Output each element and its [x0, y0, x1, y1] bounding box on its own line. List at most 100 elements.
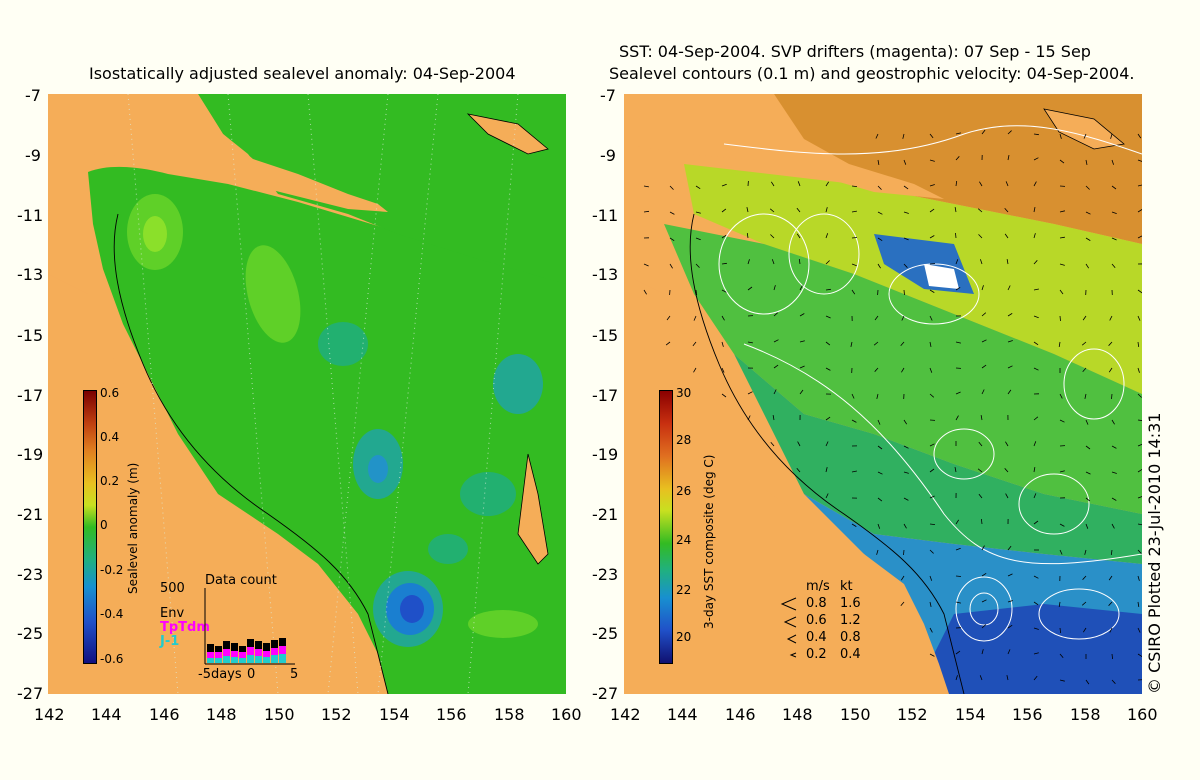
velocity-arrow-0.4	[786, 634, 797, 644]
velocity-legend-ms: 0.6	[806, 613, 827, 628]
velocity-vector	[695, 263, 700, 268]
velocity-vector	[877, 497, 883, 502]
island-2	[517, 453, 549, 565]
velocity-vector	[799, 313, 805, 317]
velocity-legend-ms: 0.2	[806, 647, 827, 662]
png-land	[48, 94, 388, 212]
velocity-vector	[1007, 313, 1013, 317]
velocity-vector	[721, 183, 727, 187]
velocity-vector	[1059, 419, 1065, 423]
sst-colorbar-tick: 30	[676, 386, 692, 400]
velocity-vector	[877, 419, 881, 425]
velocity-vector	[1137, 159, 1142, 162]
data-count-histogram	[207, 638, 286, 663]
velocity-vector	[929, 184, 935, 187]
velocity-vector	[1004, 468, 1009, 473]
velocity-vector	[1082, 367, 1087, 373]
velocity-vector	[977, 208, 983, 213]
velocity-vector	[955, 575, 962, 577]
velocity-vector	[1059, 210, 1065, 213]
velocity-vector	[978, 493, 983, 499]
velocity-vector	[669, 237, 675, 242]
velocity-vector	[1085, 185, 1090, 190]
velocity-vector	[1137, 289, 1142, 294]
velocity-legend-arrows	[780, 597, 797, 658]
velocity-vector	[770, 441, 775, 447]
velocity-vector	[799, 285, 803, 291]
velocity-vector	[1033, 181, 1037, 187]
velocity-vector	[955, 180, 958, 187]
velocity-vector	[1007, 573, 1013, 577]
velocity-vector	[903, 289, 905, 296]
data-count-xlabel: -5days	[198, 667, 242, 682]
velocity-vector	[825, 233, 829, 239]
velocity-vector	[851, 185, 858, 187]
velocity-vector	[747, 391, 753, 395]
velocity-vector	[1059, 236, 1065, 239]
lon-tick: 150	[264, 705, 295, 724]
lat-tick: -21	[17, 505, 44, 524]
velocity-vector	[1110, 549, 1113, 556]
velocity-vector	[876, 393, 879, 399]
data-count-j1: J-1	[160, 634, 180, 649]
velocity-arrow-0.2	[789, 652, 797, 658]
sst-green-south	[734, 354, 1142, 564]
velocity-vector	[955, 547, 961, 551]
sla-high-2	[245, 245, 301, 343]
velocity-vector	[1137, 419, 1142, 421]
lon-tick: 156	[436, 705, 467, 724]
velocity-vector	[746, 233, 749, 239]
velocity-vector	[1033, 133, 1039, 136]
velocity-vector	[1085, 419, 1089, 425]
velocity-vector	[693, 367, 697, 373]
left-map-title: Isostatically adjusted sealevel anomaly:…	[89, 64, 516, 83]
velocity-vector	[1111, 419, 1115, 425]
velocity-vector	[747, 286, 753, 291]
velocity-vector	[1059, 679, 1065, 682]
velocity-vector	[825, 260, 830, 265]
sla-colorbar-tick: 0.6	[100, 386, 120, 400]
lat-tick: -13	[592, 265, 619, 284]
velocity-vector	[1007, 155, 1010, 161]
velocity-vector	[1137, 653, 1142, 658]
lat-tick: -13	[17, 265, 44, 284]
sla-low-4	[460, 472, 516, 516]
velocity-vector	[981, 285, 984, 291]
velocity-vector	[746, 207, 749, 213]
velocity-vector	[1108, 367, 1113, 373]
velocity-vector	[799, 365, 805, 369]
velocity-vector	[1137, 341, 1140, 347]
velocity-vector	[851, 470, 857, 473]
velocity-vector	[903, 419, 908, 425]
sst-colorbar-tick: 26	[676, 484, 692, 498]
sla-high-1-core	[143, 216, 167, 252]
lon-tick: 154	[379, 705, 410, 724]
sst-colorbar-label: 3-day SST composite (deg C)	[702, 454, 716, 629]
right-map-title-line1: SST: 04-Sep-2004. SVP drifters (magenta)…	[619, 42, 1091, 61]
velocity-vector	[873, 341, 879, 346]
velocity-vector	[929, 367, 933, 373]
lat-tick: -11	[592, 206, 619, 225]
velocity-vector	[666, 315, 671, 321]
velocity-vector	[721, 208, 727, 213]
lon-tick: 148	[206, 705, 237, 724]
velocity-vector	[1111, 211, 1117, 214]
velocity-vector	[1059, 133, 1062, 139]
lat-tick: -25	[17, 624, 44, 643]
velocity-vector	[981, 389, 985, 395]
velocity-vector	[1110, 133, 1113, 139]
sla-low-2	[493, 354, 543, 414]
sst-colorbar-tick: 22	[676, 583, 692, 597]
velocity-vector	[900, 575, 905, 581]
lon-tick: 148	[782, 705, 813, 724]
velocity-vector	[1081, 601, 1087, 606]
velocity-vector	[851, 289, 856, 295]
velocity-vector	[929, 468, 935, 473]
velocity-vector	[851, 237, 858, 239]
velocity-vector	[874, 315, 879, 321]
velocity-vector	[1109, 315, 1113, 321]
velocity-vector	[1081, 341, 1087, 346]
velocity-vector	[877, 185, 882, 190]
velocity-vector	[693, 315, 697, 321]
velocity-vector	[1059, 263, 1065, 266]
